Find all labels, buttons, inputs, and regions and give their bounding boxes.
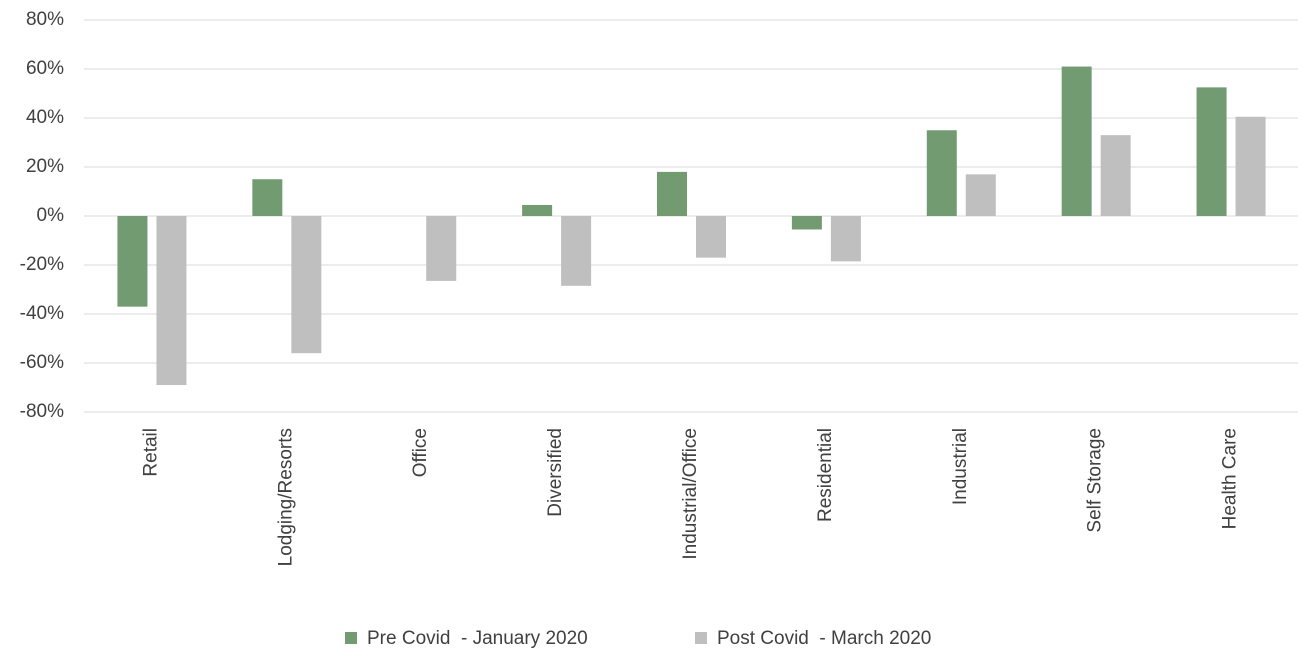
bar	[1061, 66, 1092, 216]
bar	[561, 216, 592, 286]
bar	[657, 171, 687, 216]
x-tick-label: Retail	[140, 428, 161, 477]
y-tick-label: -60%	[20, 352, 64, 373]
x-tick-label: Industrial	[950, 428, 971, 505]
y-tick-label: 40%	[26, 107, 64, 128]
x-tick-label: Lodging/Resorts	[275, 428, 296, 566]
bar	[965, 174, 996, 216]
x-tick-label: Health Care	[1220, 428, 1241, 529]
x-tick-label: Diversified	[545, 428, 566, 517]
y-tick-label: -80%	[20, 401, 64, 422]
bar	[522, 204, 553, 216]
bar	[926, 130, 957, 216]
x-tick-label: Office	[410, 428, 431, 477]
legend-label: Pre Covid - January 2020	[367, 628, 588, 649]
legend-label: Post Covid - March 2020	[717, 628, 931, 649]
y-tick-label: 60%	[26, 58, 64, 79]
x-tick-label: Residential	[815, 428, 836, 522]
x-tick-label: Industrial/Office	[680, 428, 701, 560]
y-tick-label: 80%	[26, 9, 64, 30]
bar	[1196, 87, 1227, 216]
bar	[426, 216, 457, 281]
y-tick-label: 20%	[26, 156, 64, 177]
y-tick-label: -40%	[20, 303, 64, 324]
bar	[791, 216, 822, 230]
y-tick-label: -20%	[20, 254, 64, 275]
bar	[696, 216, 726, 258]
bar	[252, 179, 283, 216]
bar	[291, 216, 322, 354]
bar	[156, 216, 187, 386]
legend-swatch	[695, 632, 707, 644]
bar	[117, 216, 148, 307]
x-tick-label: Self Storage	[1085, 428, 1106, 533]
legend-swatch	[345, 632, 357, 644]
bar	[1235, 116, 1266, 216]
bar	[1100, 135, 1131, 216]
bar	[830, 216, 861, 262]
y-tick-label: 0%	[37, 205, 65, 226]
